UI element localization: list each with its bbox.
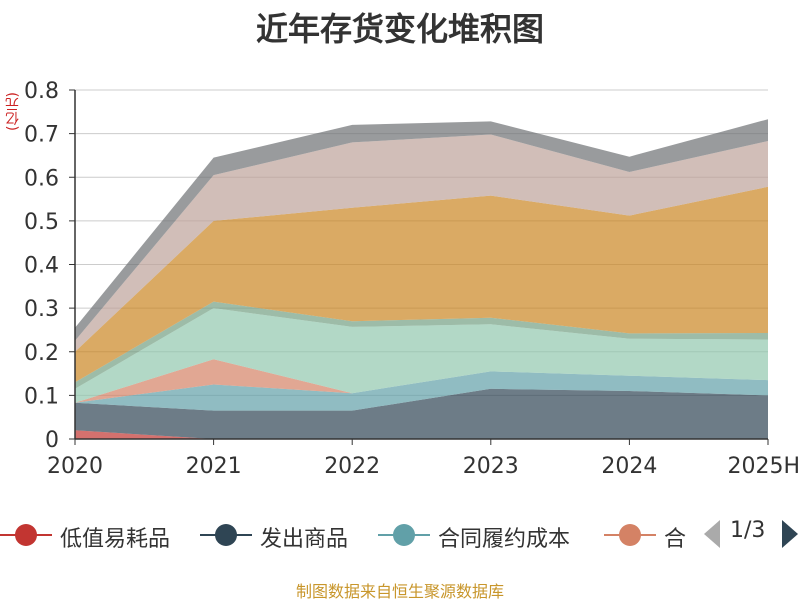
legend-marker-icon — [0, 524, 52, 546]
legend-label: 合同履约成本 — [438, 527, 571, 552]
y-tick-label: 0.7 — [24, 123, 59, 148]
legend: 低值易耗品 发出商品 合同履约成本 合 — [0, 514, 800, 554]
next-page-icon[interactable] — [782, 520, 798, 548]
x-tick-label: 2024 — [601, 454, 657, 479]
y-tick-label: 0.8 — [24, 79, 59, 104]
area-series-7 — [75, 134, 768, 352]
y-tick-label: 0.4 — [24, 254, 59, 279]
x-tick-label: 2022 — [324, 454, 380, 479]
legend-marker-icon — [604, 524, 656, 546]
area-series-3 — [75, 359, 768, 403]
area-series — [75, 119, 768, 439]
legend-label: 低值易耗品 — [60, 527, 171, 552]
axes: 0 0.1 0.2 0.3 0.4 0.5 0.6 0.7 0.8 2020 2021 2022 202… — [24, 79, 800, 479]
area-series-4 — [75, 308, 768, 403]
y-tick-label: 0 — [45, 428, 59, 453]
y-tick-label: 0.3 — [24, 297, 59, 322]
area-series-8 — [75, 119, 768, 341]
legend-marker-icon — [200, 524, 252, 546]
area-series-1 — [75, 388, 768, 439]
y-tick-label: 0.5 — [24, 210, 59, 235]
x-tick-label: 2020 — [47, 454, 103, 479]
legend-marker-icon — [378, 524, 430, 546]
chart-title: 近年存货变化堆积图 — [255, 10, 544, 48]
legend-page-indicator: 1/3 — [730, 518, 766, 543]
x-tick-label: 2023 — [463, 454, 519, 479]
legend-label: 发出商品 — [260, 527, 349, 552]
data-source-note: 制图数据来自恒生聚源数据库 — [295, 582, 504, 601]
area-series-6 — [75, 186, 768, 383]
y-tick-label: 0.1 — [24, 384, 59, 409]
legend-label: 合 — [664, 527, 687, 552]
area-series-2 — [75, 371, 768, 411]
y-tick-label: 0.6 — [24, 166, 59, 191]
area-series-0 — [75, 430, 768, 439]
y-tick-label: 0.2 — [24, 341, 59, 366]
legend-pager: 1/3 — [700, 514, 800, 554]
x-tick-label: 2021 — [186, 454, 242, 479]
previous-page-icon[interactable] — [704, 520, 720, 548]
x-tick-label: 2025H — [727, 454, 800, 479]
